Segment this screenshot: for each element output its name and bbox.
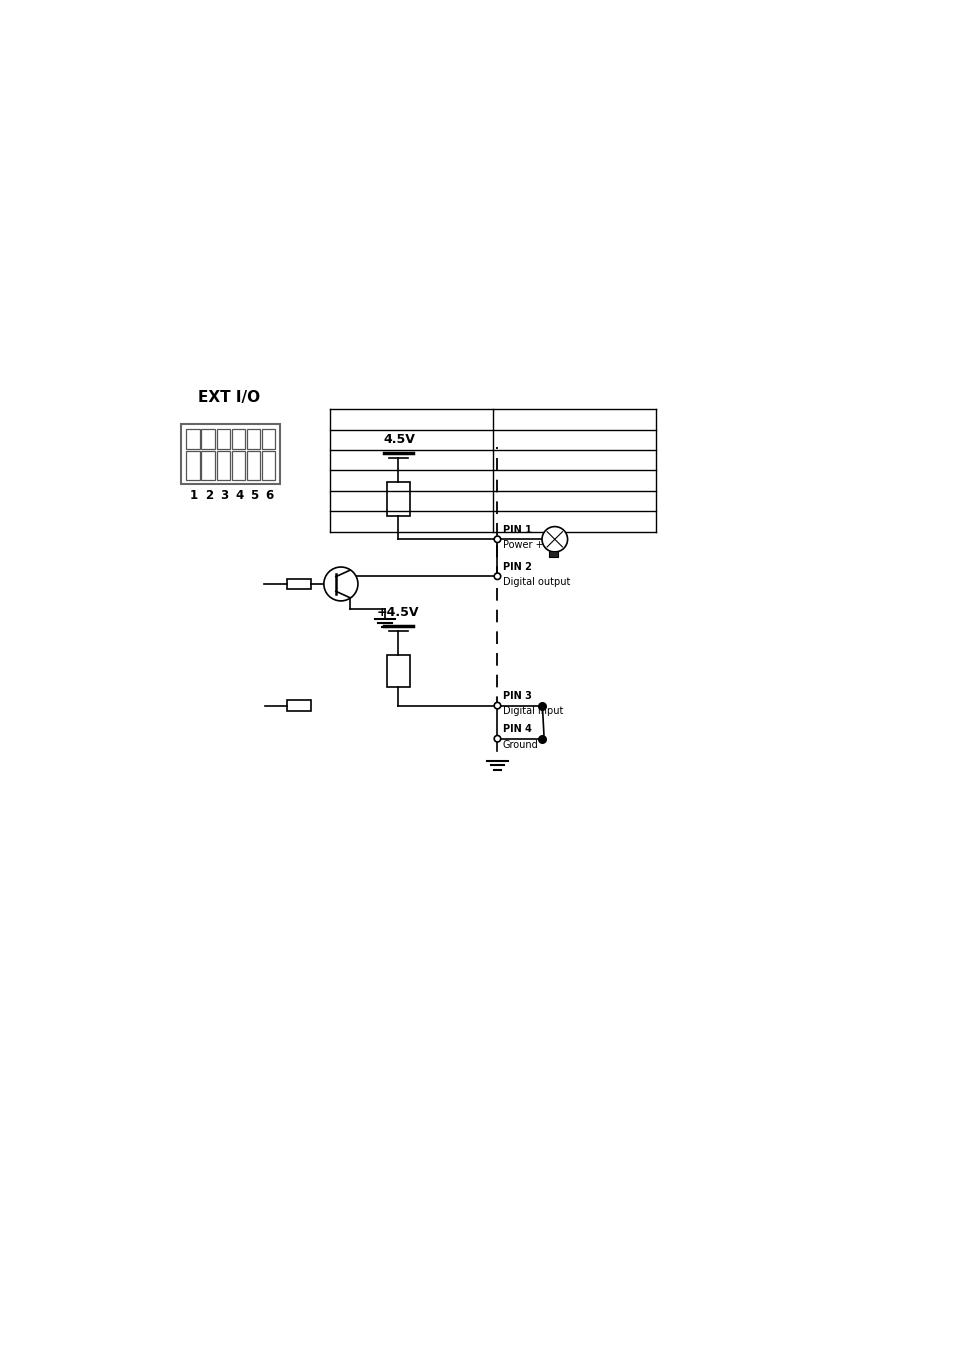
Text: Digital input: Digital input <box>502 706 562 717</box>
Bar <box>201 451 214 481</box>
Text: 2: 2 <box>205 489 213 502</box>
Bar <box>287 579 311 589</box>
Text: +4.5V: +4.5V <box>376 606 419 618</box>
Text: Power +4.5V: Power +4.5V <box>502 540 565 549</box>
Bar <box>216 451 230 481</box>
Bar <box>261 429 275 450</box>
Circle shape <box>323 567 357 601</box>
Bar <box>247 451 260 481</box>
Text: 1: 1 <box>190 489 197 502</box>
Bar <box>286 701 311 711</box>
Circle shape <box>541 526 567 552</box>
Text: PIN 3: PIN 3 <box>502 691 531 702</box>
Circle shape <box>494 536 500 543</box>
Text: 4: 4 <box>234 489 243 502</box>
Bar <box>216 429 230 450</box>
Text: PIN 2: PIN 2 <box>502 562 531 572</box>
Text: 3: 3 <box>220 489 228 502</box>
Circle shape <box>494 702 500 709</box>
Text: PIN 1: PIN 1 <box>502 525 531 535</box>
Bar <box>201 429 214 450</box>
Bar <box>261 451 275 481</box>
Bar <box>186 429 199 450</box>
Bar <box>386 655 410 687</box>
Text: 6: 6 <box>265 489 274 502</box>
Bar <box>247 429 260 450</box>
Bar <box>181 424 280 483</box>
Circle shape <box>494 736 500 742</box>
Text: Digital output: Digital output <box>502 576 570 587</box>
Text: EXT I/O: EXT I/O <box>198 390 260 405</box>
Bar <box>186 451 199 481</box>
Text: Ground: Ground <box>502 740 538 749</box>
Bar <box>232 429 245 450</box>
Text: 4.5V: 4.5V <box>383 433 416 446</box>
Circle shape <box>494 572 500 579</box>
Bar <box>386 482 410 516</box>
Bar <box>548 551 558 558</box>
Text: 5: 5 <box>250 489 258 502</box>
Text: PIN 4: PIN 4 <box>502 725 531 734</box>
Bar <box>232 451 245 481</box>
